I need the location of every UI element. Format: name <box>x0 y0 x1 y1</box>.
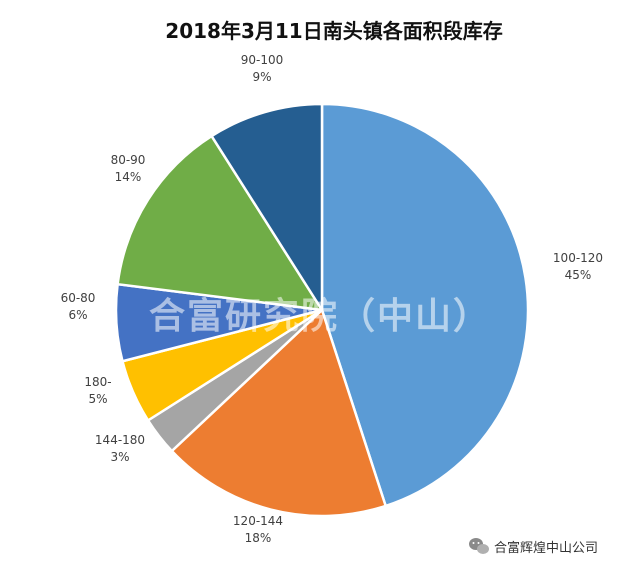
slice-labels: 100-120 45% 120-144 18% 144-180 3% 180- 5% 60-80… <box>61 53 604 545</box>
slice-label-90-100: 90-100 <box>241 53 284 67</box>
slice-percent-144-180: 3% <box>110 450 129 464</box>
pie-slice-100-120 <box>320 102 530 508</box>
slice-percent-100-120: 45% <box>565 268 592 282</box>
slice-percent-60-80: 6% <box>68 308 87 322</box>
pie-slice-80-90 <box>116 134 324 312</box>
slice-label-180-: 180- <box>84 375 111 389</box>
pie-slices <box>114 102 530 518</box>
slice-label-144-180: 144-180 <box>95 433 145 447</box>
slice-label-100-120: 100-120 <box>553 251 603 265</box>
slice-percent-80-90: 14% <box>115 170 142 184</box>
pie-slice-90-100 <box>210 102 324 312</box>
pie-slice-120-144 <box>170 308 387 518</box>
slice-percent-90-100: 9% <box>252 70 271 84</box>
slice-label-80-90: 80-90 <box>111 153 146 167</box>
watermark: 合富研究院（中山） <box>149 295 491 337</box>
wechat-icon <box>469 538 489 554</box>
slice-percent-120-144: 18% <box>245 531 272 545</box>
slice-label-120-144: 120-144 <box>233 514 283 528</box>
brand: 合富辉煌中山公司 <box>469 538 598 556</box>
chart-title: 2018年3月11日南头镇各面积段库存 <box>165 19 502 43</box>
slice-percent-180-: 5% <box>88 392 107 406</box>
slice-label-60-80: 60-80 <box>61 291 96 305</box>
brand-name: 合富辉煌中山公司 <box>494 540 598 556</box>
